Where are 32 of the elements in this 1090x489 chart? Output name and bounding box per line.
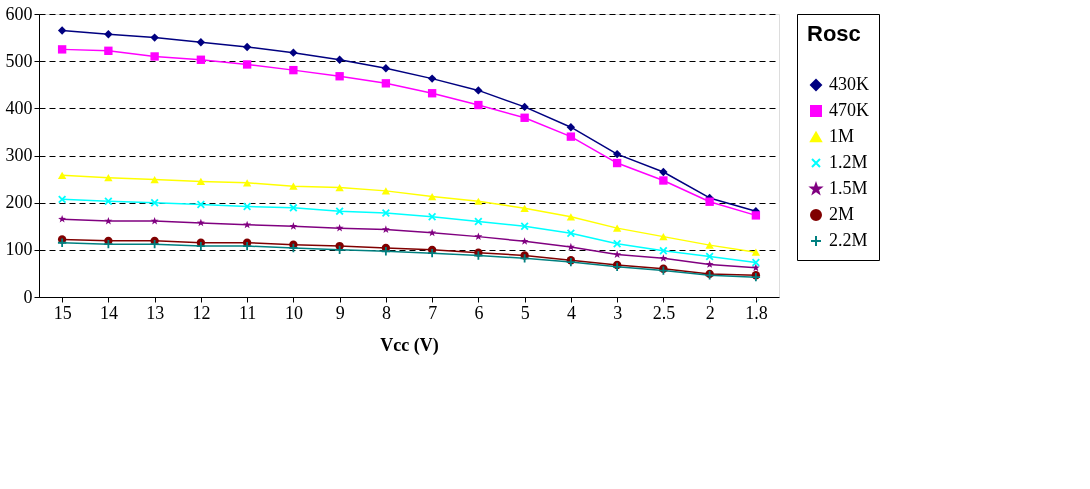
x-tick-label: 9 <box>335 302 345 323</box>
x-tick-label: 14 <box>99 302 118 323</box>
x-tick-label: 11 <box>238 302 257 323</box>
legend-label: 1.2M <box>829 152 868 172</box>
y-tick-label: 500 <box>5 50 33 71</box>
y-tick-label: 600 <box>5 3 33 24</box>
legend-label: 470K <box>829 100 869 120</box>
x-tick-label: 2.5 <box>652 302 676 323</box>
x-tick-label: 8 <box>381 302 391 323</box>
legend-label: 2M <box>829 204 855 224</box>
x-tick-label: 15 <box>53 302 72 323</box>
x-tick-label: 13 <box>146 302 165 323</box>
x-tick-label: 1.8 <box>745 302 768 323</box>
y-tick-label: 300 <box>5 145 33 165</box>
x-tick-label: 3 <box>613 302 623 323</box>
x-tick-label: 7 <box>428 302 438 323</box>
legend-label: 1M <box>829 126 855 146</box>
x-tick-label: 5 <box>520 302 530 323</box>
y-tick-label: 400 <box>5 97 33 118</box>
x-axis-title: Vcc (V) <box>380 334 439 356</box>
x-tick-label: 2 <box>705 302 715 323</box>
legend-label: 2.2M <box>829 230 868 250</box>
legend-label: 1.5M <box>829 178 868 198</box>
y-tick-label: 200 <box>5 192 33 213</box>
legend-label: 430K <box>829 74 869 94</box>
x-tick-label: 12 <box>192 302 211 323</box>
y-tick-label: 100 <box>5 239 33 260</box>
x-tick-label: 4 <box>566 302 576 323</box>
y-tick-label: 0 <box>23 286 33 307</box>
x-tick-label: 6 <box>474 302 484 323</box>
x-tick-label: 10 <box>284 302 303 323</box>
legend-title: Rosc <box>807 21 861 46</box>
